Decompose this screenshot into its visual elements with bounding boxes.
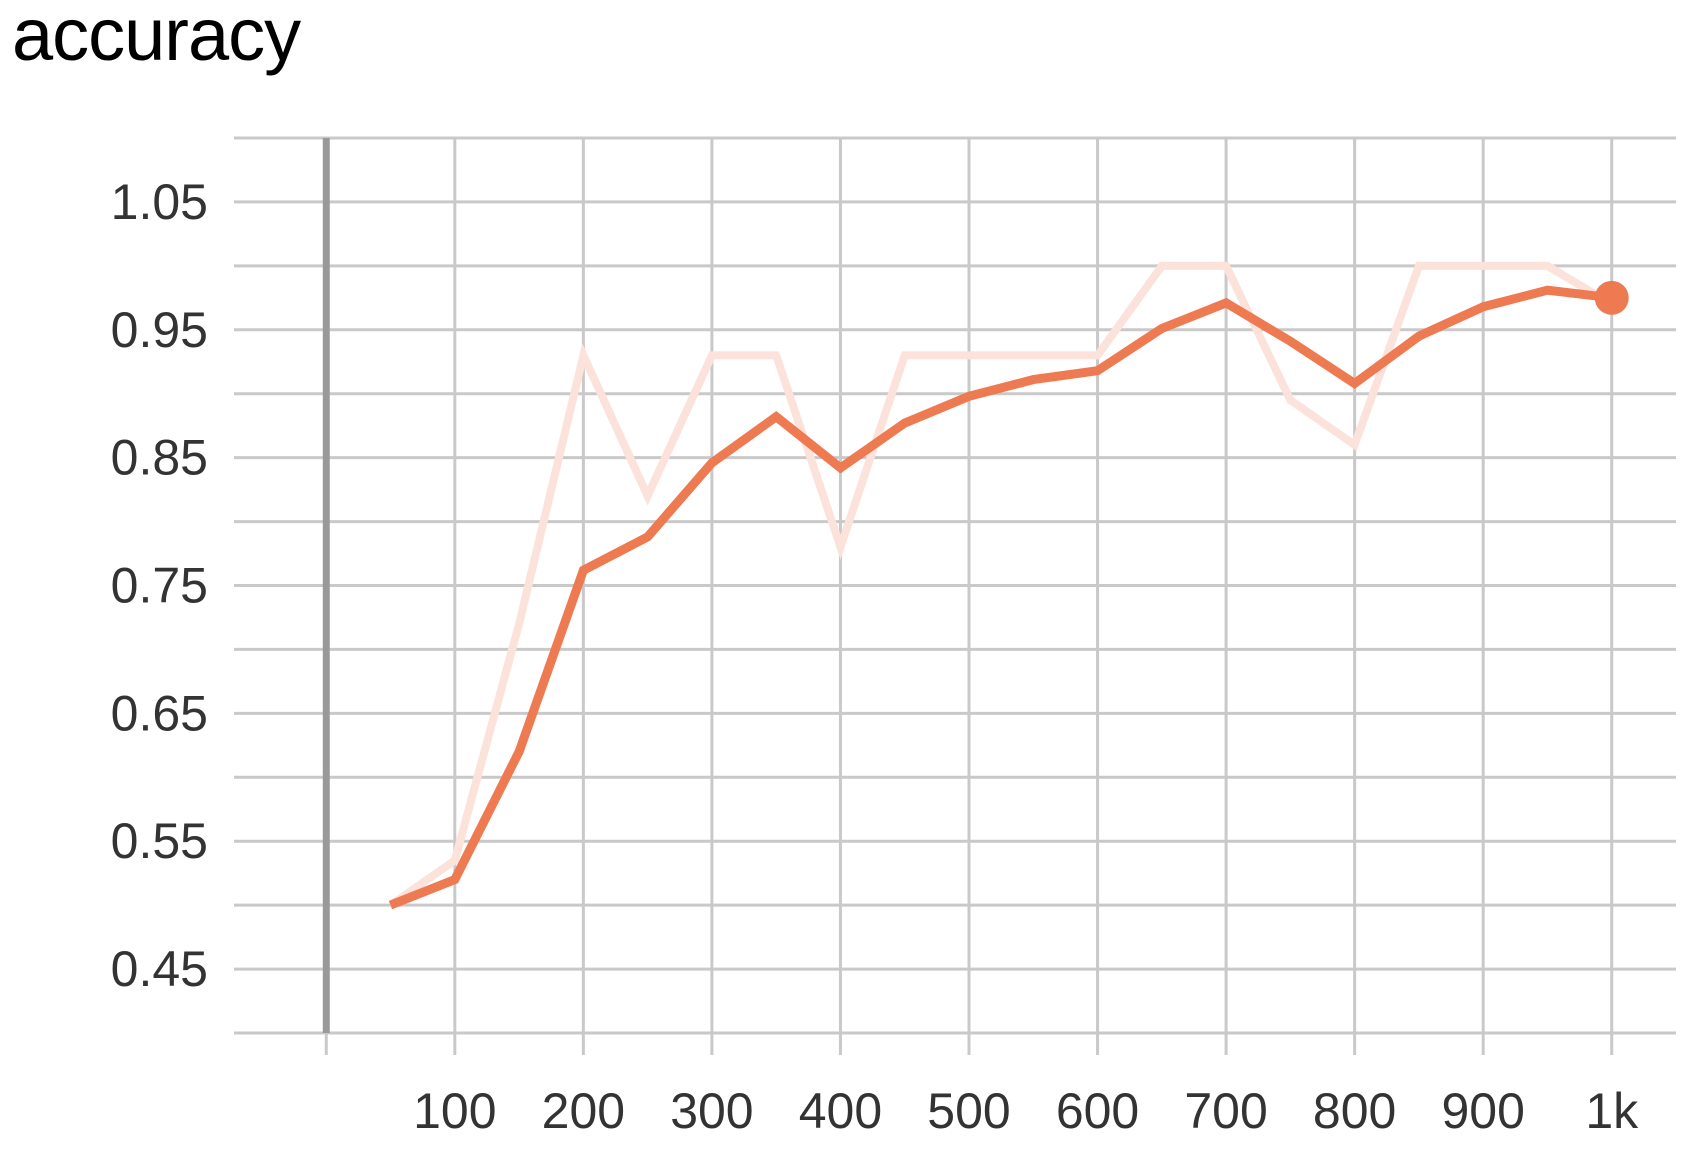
y-tick-label: 0.45 [111, 941, 208, 997]
x-tick-label: 900 [1441, 1083, 1524, 1139]
y-tick-label: 0.65 [111, 685, 208, 741]
endpoint-marker [1594, 280, 1629, 315]
y-tick-label: 0.95 [111, 302, 208, 358]
x-tick-label: 300 [670, 1083, 753, 1139]
x-tick-label: 400 [799, 1083, 882, 1139]
x-tick-label: 1k [1585, 1083, 1639, 1139]
x-tick-label: 700 [1184, 1083, 1267, 1139]
grid-lines [234, 136, 1676, 1055]
x-tick-label: 600 [1056, 1083, 1139, 1139]
y-tick-label: 1.05 [111, 174, 208, 230]
x-tick-label: 100 [413, 1083, 496, 1139]
y-tick-label: 0.55 [111, 813, 208, 869]
y-tick-label: 0.75 [111, 558, 208, 614]
chart-title: accuracy [12, 0, 301, 76]
x-tick-label: 800 [1313, 1083, 1396, 1139]
tick-labels: 0.45 0.55 0.65 0.75 0.85 0.95 1.05 100 200 300 400… [111, 174, 1639, 1139]
y-tick-label: 0.85 [111, 430, 208, 486]
series-line-smoothed [388, 285, 1613, 910]
x-tick-label: 200 [542, 1083, 625, 1139]
x-tick-label: 500 [927, 1083, 1010, 1139]
series-lines [388, 261, 1629, 910]
series-line-raw [388, 261, 1614, 909]
